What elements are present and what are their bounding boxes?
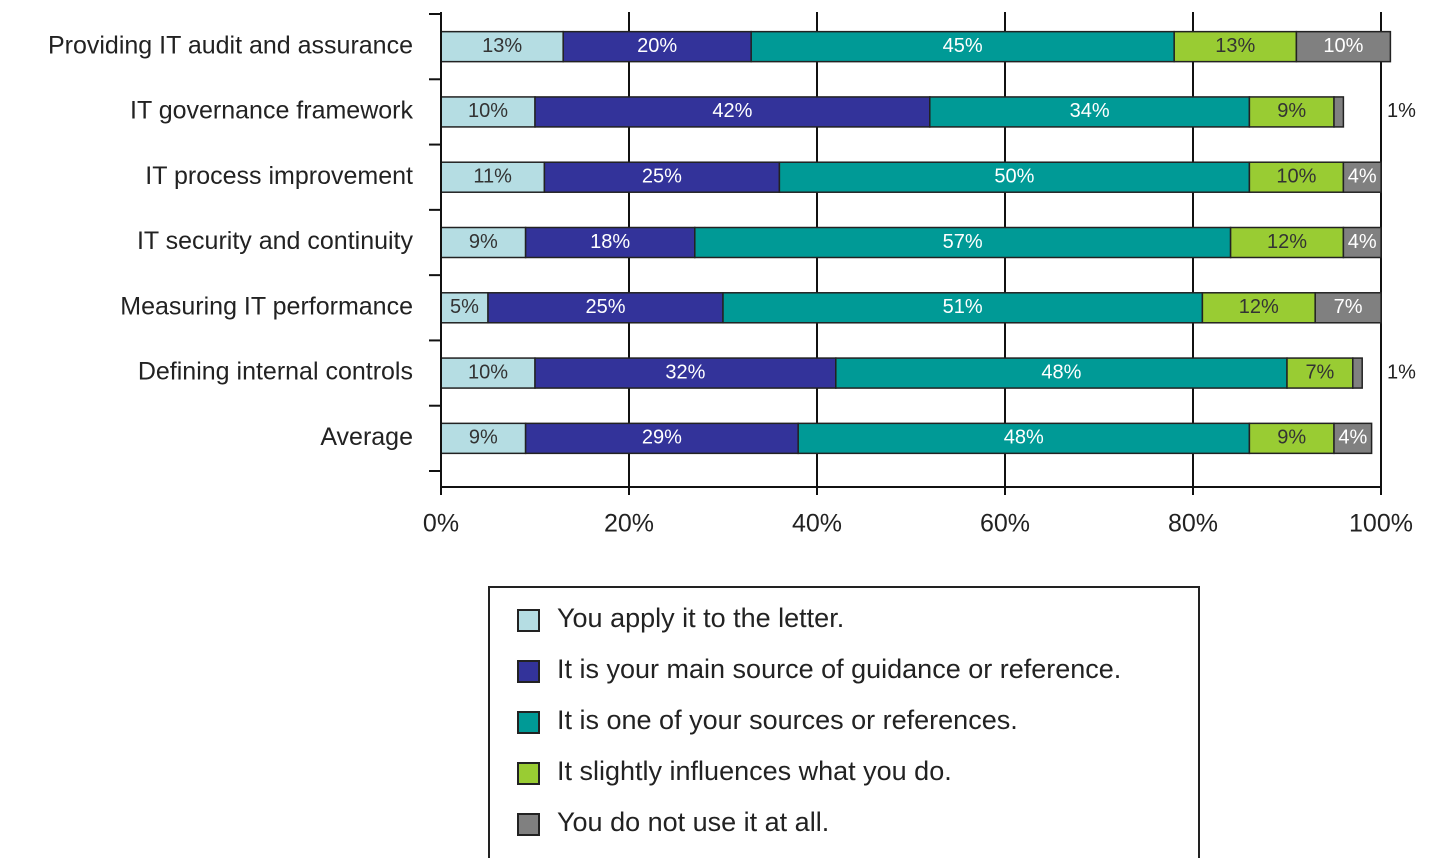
value-label: 5% (450, 296, 479, 318)
value-label: 34% (1070, 100, 1110, 122)
x-tick-label: 0% (423, 510, 459, 538)
value-label: 9% (469, 427, 498, 449)
bar-segment (835, 357, 1288, 389)
value-label: 4% (1348, 231, 1377, 253)
category-label: Defining internal controls (138, 358, 413, 386)
bar-segment (1342, 161, 1382, 193)
value-label: 25% (585, 296, 625, 318)
bar-segment (694, 226, 1232, 259)
x-tick-label: 40% (792, 510, 842, 538)
value-label: 51% (943, 296, 983, 318)
value-label: 1% (1387, 100, 1416, 122)
value-label: 48% (1004, 427, 1044, 449)
category-label: Providing IT audit and assurance (48, 31, 413, 59)
x-tick-label: 100% (1349, 510, 1413, 538)
legend-label: It is your main source of guidance or re… (557, 654, 1121, 684)
bar-segment (1201, 292, 1316, 324)
x-tick-label: 80% (1168, 510, 1218, 538)
value-label: 9% (1277, 100, 1306, 122)
category-label: IT governance framework (130, 97, 413, 125)
bar-segment (1248, 422, 1335, 455)
bar-segment (1352, 357, 1363, 389)
bar-segment (1333, 96, 1345, 128)
bar-segment (440, 96, 536, 128)
value-label: 13% (482, 35, 522, 57)
bar-segment (562, 30, 752, 63)
bar-segment (543, 161, 781, 193)
value-label: 7% (1334, 296, 1363, 318)
legend-label: It is one of your sources or references. (557, 705, 1018, 735)
value-label: 29% (642, 427, 682, 449)
legend-swatch (517, 609, 540, 632)
value-label: 48% (1041, 361, 1081, 383)
bar-segment (1248, 161, 1345, 193)
value-label: 57% (943, 231, 983, 253)
value-label: 9% (469, 231, 498, 253)
legend-swatch (517, 813, 540, 836)
value-label: 13% (1215, 35, 1255, 57)
category-label: Average (320, 423, 413, 451)
value-label: 20% (637, 35, 677, 57)
value-label: 25% (642, 165, 682, 187)
value-label: 4% (1348, 165, 1377, 187)
bar-segment (1333, 422, 1373, 455)
bar-segment (1173, 30, 1298, 63)
value-label: 45% (943, 35, 983, 57)
value-label: 9% (1277, 427, 1306, 449)
bar-segment (487, 292, 724, 324)
bar-segment (1295, 30, 1392, 63)
bar-segment (440, 30, 564, 63)
value-label: 10% (468, 100, 508, 122)
bar-segment (750, 30, 1175, 63)
value-label: 42% (712, 100, 752, 122)
category-label: Measuring IT performance (120, 292, 413, 320)
bar-segment (778, 161, 1251, 193)
value-label: 11% (473, 165, 512, 187)
x-tick-label: 60% (980, 510, 1030, 538)
value-label: 12% (1267, 231, 1307, 253)
legend-swatch (517, 660, 540, 683)
value-label: 7% (1305, 361, 1334, 383)
legend-label: It slightly influences what you do. (557, 756, 952, 786)
legend-swatch (517, 762, 540, 785)
bar-segment (1314, 292, 1382, 324)
value-label: 4% (1338, 427, 1367, 449)
bar-segment (524, 422, 799, 455)
category-label: IT security and continuity (137, 227, 414, 255)
value-label: 10% (468, 361, 508, 383)
value-label: 12% (1239, 296, 1279, 318)
bar-segment (1342, 226, 1382, 259)
value-label: 1% (1387, 361, 1416, 383)
legend-label: You apply it to the letter. (557, 603, 844, 633)
value-label: 50% (994, 165, 1034, 187)
value-label: 32% (665, 361, 705, 383)
bar-segment (1286, 357, 1354, 389)
bar-segment (534, 96, 931, 128)
value-label: 18% (590, 231, 630, 253)
legend-swatch (517, 711, 540, 734)
bar-segment (929, 96, 1251, 128)
bar-segment (1229, 226, 1345, 259)
bar-segment (534, 357, 837, 389)
category-label: IT process improvement (145, 162, 413, 190)
x-tick-label: 20% (604, 510, 654, 538)
legend-label: You do not use it at all. (557, 807, 829, 837)
value-label: 10% (1323, 35, 1363, 57)
bar-segment (440, 161, 546, 193)
value-label: 10% (1276, 165, 1316, 187)
legend-box (488, 586, 1200, 858)
